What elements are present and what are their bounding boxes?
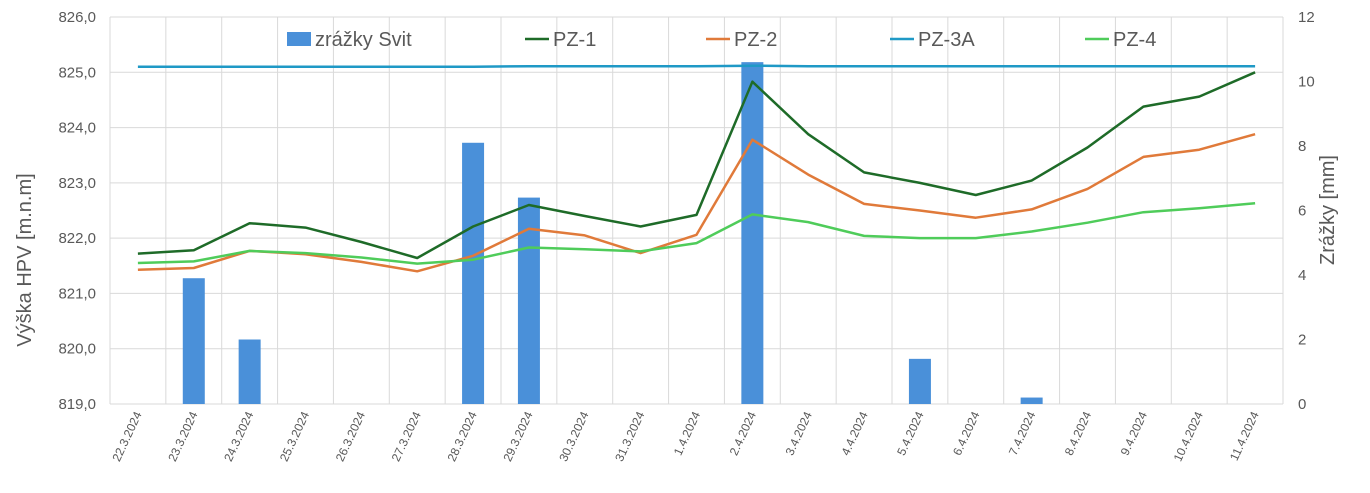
x-tick-label: 6.4.2024 — [950, 409, 983, 458]
x-tick-label: 31.3.2024 — [612, 409, 647, 464]
x-tick-label: 29.3.2024 — [500, 409, 535, 464]
left-tick-label: 826,0 — [58, 9, 96, 26]
legend-swatch-zrážky Svit — [287, 32, 311, 46]
x-tick-label: 30.3.2024 — [556, 409, 591, 464]
right-axis-title: Zrážky [mm] — [1317, 155, 1339, 265]
right-tick-label: 8 — [1298, 138, 1306, 155]
x-tick-label: 7.4.2024 — [1006, 409, 1039, 458]
x-tick-label: 9.4.2024 — [1118, 409, 1151, 458]
right-tick-label: 4 — [1298, 267, 1306, 284]
x-tick-label: 3.4.2024 — [783, 409, 816, 458]
x-tick-label: 1.4.2024 — [671, 409, 704, 458]
x-tick-label: 28.3.2024 — [445, 409, 480, 464]
bar-23.3.2024 — [182, 278, 205, 404]
x-tick-label: 26.3.2024 — [333, 409, 368, 464]
legend-label-PZ-3A: PZ-3A — [918, 29, 975, 51]
legend-label-PZ-4: PZ-4 — [1113, 29, 1156, 51]
line-PZ-1 — [137, 71, 1256, 260]
grid-lines — [109, 16, 1284, 405]
left-axis-title: Výška HPV [m.n.m] — [14, 173, 36, 346]
x-tick-label: 5.4.2024 — [894, 409, 927, 458]
bar-28.3.2024 — [462, 142, 485, 404]
left-axis-ticks: 819,0 820,0 821,0 822,0 823,0 824,0 825,0 826,0 — [58, 9, 96, 413]
x-axis-ticks: 22.3.2024 23.3.2024 24.3.2024 25.3.2024 26.3… — [109, 409, 1262, 464]
line-PZ-4 — [137, 202, 1256, 265]
x-tick-label: 8.4.2024 — [1062, 409, 1095, 458]
x-tick-label: 10.4.2024 — [1171, 409, 1206, 464]
x-tick-label: 24.3.2024 — [221, 409, 256, 464]
left-tick-label: 822,0 — [58, 230, 96, 247]
bar-7.4.2024 — [1020, 397, 1043, 404]
legend: zrážky Svit PZ-1 PZ-2 PZ-3A PZ-4 — [287, 29, 1156, 51]
x-tick-label: 22.3.2024 — [109, 409, 144, 464]
left-tick-label: 819,0 — [58, 396, 96, 413]
left-tick-label: 821,0 — [58, 285, 96, 302]
right-tick-label: 6 — [1298, 203, 1306, 220]
left-tick-label: 820,0 — [58, 341, 96, 358]
line-PZ-2 — [137, 132, 1256, 273]
line-series-group — [137, 64, 1256, 273]
bar-5.4.2024 — [908, 358, 931, 404]
right-tick-label: 0 — [1298, 396, 1306, 413]
legend-label-zrážky Svit: zrážky Svit — [315, 29, 412, 51]
x-tick-label: 4.4.2024 — [838, 409, 871, 458]
right-tick-label: 12 — [1298, 9, 1315, 26]
legend-label-PZ-1: PZ-1 — [553, 29, 596, 51]
bar-2.4.2024 — [741, 62, 764, 405]
left-tick-label: 825,0 — [58, 64, 96, 81]
x-tick-label: 27.3.2024 — [389, 409, 424, 464]
left-tick-label: 824,0 — [58, 120, 96, 137]
x-tick-label: 23.3.2024 — [165, 409, 200, 464]
right-tick-label: 10 — [1298, 74, 1315, 91]
legend-label-PZ-2: PZ-2 — [734, 29, 777, 51]
line-PZ-3A — [137, 64, 1256, 69]
bar-24.3.2024 — [238, 339, 261, 404]
x-tick-label: 2.4.2024 — [727, 409, 760, 458]
left-tick-label: 823,0 — [58, 175, 96, 192]
x-tick-label: 11.4.2024 — [1227, 409, 1262, 463]
right-axis-ticks: 0 2 4 6 8 10 12 — [1298, 9, 1315, 413]
x-tick-label: 25.3.2024 — [277, 409, 312, 464]
right-tick-label: 2 — [1298, 332, 1306, 349]
